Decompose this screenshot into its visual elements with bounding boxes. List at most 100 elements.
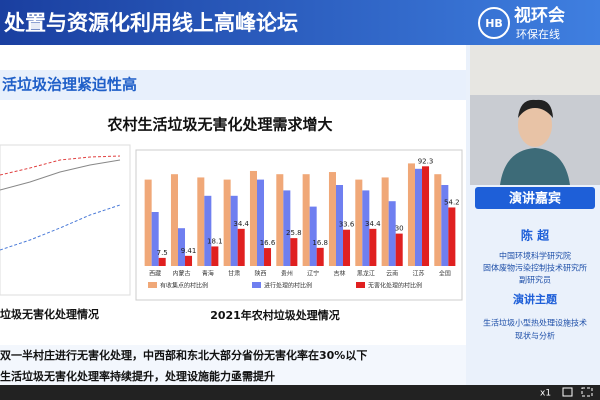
bar	[328, 172, 336, 266]
bar	[197, 177, 205, 266]
player-bar	[0, 385, 600, 400]
bar	[414, 168, 423, 266]
logo-name: 视环会	[514, 5, 565, 26]
speaker-body	[500, 148, 570, 185]
bar-chart: 西藏 7.5 内蒙古 9.41 青海 18.1 甘肃 34.4 陕西 16.6 贵州 25.8 辽宁 16…	[144, 157, 460, 290]
bar	[343, 229, 351, 266]
bar	[434, 174, 442, 266]
bar	[177, 228, 186, 266]
data-label: 16.6	[260, 239, 276, 247]
bullet: 双一半村庄进行无害化处理，中西部和东北大部分省份无害化率在30%以下	[0, 348, 367, 362]
bar	[316, 247, 324, 266]
bar	[302, 174, 310, 266]
speaker-banner	[475, 187, 595, 209]
bar	[369, 228, 377, 266]
bar	[170, 174, 178, 266]
legend-label: 进行处理的村比例	[264, 282, 312, 290]
data-label: 9.41	[181, 247, 197, 255]
affiliation: 副研究员	[519, 275, 551, 285]
slide-heading: 农村生活垃圾无害化处理需求增大	[106, 116, 332, 134]
topic: 现状与分析	[515, 331, 555, 341]
pip-button[interactable]	[562, 387, 573, 397]
topic: 生活垃圾小型热处理设施技术	[483, 318, 587, 328]
bar	[276, 174, 284, 266]
bar	[388, 201, 396, 266]
data-label: 92.3	[418, 157, 434, 165]
x-tick-label: 甘肃	[228, 270, 240, 278]
bar	[249, 170, 257, 266]
data-label: 16.8	[312, 239, 328, 247]
x-tick-label: 江苏	[412, 270, 424, 278]
x-tick-label: 内蒙古	[172, 270, 190, 278]
speaker-hair	[518, 99, 553, 118]
section-band	[0, 70, 466, 100]
bar	[264, 248, 272, 266]
logo-slogan: 环保在线	[516, 27, 560, 41]
x-tick-label: 全国	[439, 270, 451, 278]
bar	[448, 207, 456, 266]
x-tick-label: 黑龙江	[357, 270, 375, 278]
x-tick-label: 贵州	[281, 270, 293, 278]
topic-label: 演讲主题	[513, 292, 558, 306]
legend-swatch	[356, 282, 365, 288]
bar	[211, 246, 219, 266]
data-label: 7.5	[157, 249, 168, 257]
bar	[256, 179, 265, 266]
x-tick-label: 陕西	[254, 270, 266, 278]
legend-swatch	[252, 282, 261, 288]
data-label: 34.4	[233, 220, 249, 228]
chart-title: 2021年农村垃圾处理情况	[210, 308, 340, 322]
bar	[290, 238, 298, 266]
header-title: 处置与资源化利用线上高峰论坛	[3, 11, 298, 35]
data-label: 33.6	[339, 221, 355, 229]
section-title: 活垃圾治理紧迫性高	[2, 76, 137, 94]
x-tick-label: 青海	[202, 270, 214, 278]
speed-button[interactable]: x1	[540, 389, 551, 399]
left-caption: 垃圾无害化处理情况	[0, 307, 99, 321]
bar	[309, 206, 317, 266]
left-chart	[0, 144, 131, 296]
data-label: 34.4	[365, 220, 381, 228]
legend-label: 无害化处理的村比例	[368, 282, 422, 290]
bullet: 生活垃圾无害化处理率持续提升，处理设施能力亟需提升	[0, 369, 275, 383]
affiliation: 中国环境科学研究院	[499, 251, 571, 261]
x-tick-label: 辽宁	[307, 270, 319, 278]
logo-icon	[478, 7, 510, 39]
speaker-name: 陈 超	[521, 228, 550, 243]
bar	[335, 185, 344, 266]
bar	[441, 185, 449, 266]
bar	[223, 179, 231, 266]
bar	[237, 228, 245, 266]
fullscreen-button[interactable]	[581, 387, 593, 397]
video-bg	[470, 45, 600, 95]
data-label: 25.8	[286, 229, 302, 237]
bar	[204, 195, 212, 266]
bar	[185, 255, 193, 266]
legend-swatch	[148, 282, 157, 288]
bar	[144, 179, 152, 266]
bar	[158, 257, 166, 266]
bar	[395, 233, 403, 266]
x-tick-label: 吉林	[333, 270, 345, 278]
bar	[283, 190, 291, 266]
bar	[362, 190, 370, 266]
bar	[422, 166, 430, 266]
bar	[230, 195, 238, 266]
logo-mark: HB	[485, 17, 503, 30]
bullet-band	[0, 345, 466, 385]
x-tick-label: 云南	[386, 270, 398, 278]
bar	[151, 212, 159, 266]
data-label: 54.2	[444, 198, 460, 206]
x-tick-label: 西藏	[149, 270, 161, 278]
speaker-banner-text: 演讲嘉宾	[509, 191, 561, 207]
chart-frame	[135, 149, 463, 301]
bar	[407, 163, 415, 266]
bar	[355, 179, 363, 266]
bar	[381, 177, 389, 266]
legend-label: 有收集点的村比例	[160, 282, 208, 290]
data-label: 30	[395, 225, 404, 233]
affiliation: 固体废物污染控制技术研究所	[483, 263, 587, 273]
data-label: 18.1	[207, 237, 223, 245]
